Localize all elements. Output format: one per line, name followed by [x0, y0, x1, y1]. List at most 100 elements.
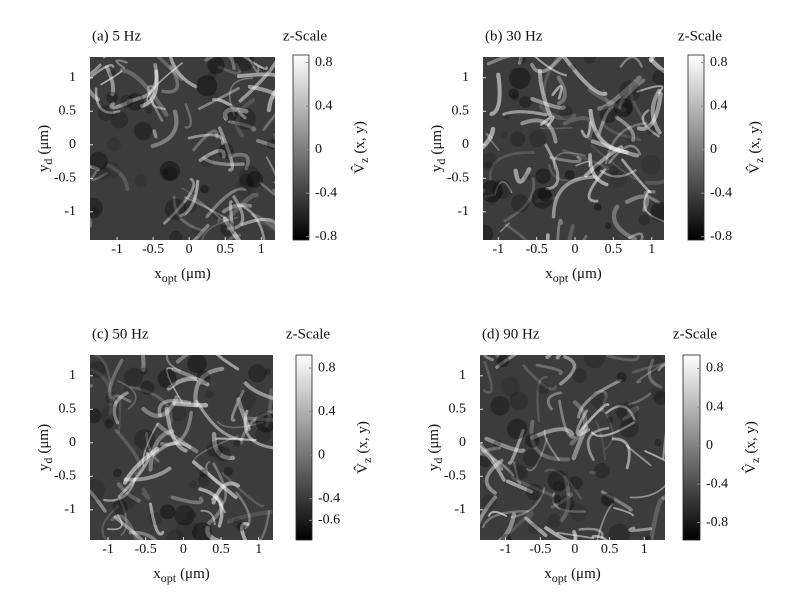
texture-blob [90, 151, 108, 171]
y-axis-label: yd (μm) [36, 424, 54, 471]
texture-blob [506, 418, 528, 440]
texture-streak [626, 445, 652, 467]
texture-streak [92, 355, 112, 385]
texture-blob [621, 102, 633, 114]
panel-title: (d) 90 Hz [482, 326, 540, 342]
texture-streak [480, 441, 504, 471]
colorbar-title: z-Scale [283, 28, 327, 44]
texture-streak [621, 405, 640, 422]
texture-streak [212, 97, 247, 120]
y-tick-label: -1 [64, 204, 76, 219]
texture-blob [117, 490, 137, 510]
x-tick-label: 0 [571, 542, 578, 557]
texture-streak [487, 510, 508, 518]
x-tick-label: 1 [258, 242, 265, 257]
texture-blob [481, 494, 497, 510]
x-tick-label: -0.5 [526, 242, 548, 257]
texture-streak [90, 63, 102, 76]
texture-streak [266, 88, 275, 113]
texture-streak [217, 62, 241, 75]
texture-streak [90, 168, 109, 181]
texture-blob [601, 493, 615, 507]
colorbar-tick-label: -0.4 [706, 476, 728, 491]
texture-streak [148, 429, 175, 472]
x-label-symbol: x [153, 566, 161, 582]
texture-streak [191, 460, 238, 500]
texture-blob [266, 139, 275, 150]
texture-streak [161, 65, 180, 94]
y-tick-label: 0 [69, 137, 76, 152]
colorbar-label-symbol: V̂ [743, 463, 760, 474]
texture-blob [255, 427, 271, 443]
texture-streak [240, 217, 275, 227]
y-axis-label: yd (μm) [36, 125, 54, 172]
texture-streak [157, 399, 192, 418]
y-label-symbol: y [426, 463, 442, 471]
texture-streak [94, 87, 121, 114]
y-axis-label: yd (μm) [429, 125, 447, 172]
texture-streak [510, 474, 556, 498]
y-tick-label: 1 [462, 70, 469, 85]
texture-blob [614, 98, 633, 118]
panel: -1 -0.5 0 0.5 1 1 0.5 0 -0.5 -1 (c) 50 Hz z-Scale xo… [36, 326, 373, 584]
texture-streak [238, 60, 275, 103]
texture-streak [628, 81, 649, 128]
texture-streak [505, 479, 534, 494]
texture-streak [168, 57, 198, 89]
texture-streak [221, 472, 265, 508]
texture-blob [616, 372, 627, 383]
texture-streak [661, 494, 665, 500]
texture-streak [512, 461, 522, 485]
y-tick-label: -1 [64, 502, 76, 517]
texture-streak [480, 444, 506, 482]
colorbar-label-rest: (x, y) [352, 121, 368, 154]
colorbar-tick-label: -0.8 [315, 229, 337, 244]
texture-blob [233, 439, 241, 447]
texture-blob [106, 91, 119, 104]
texture-streak [272, 133, 275, 140]
texture-blob [218, 143, 234, 160]
texture-blob [547, 513, 562, 528]
texture-blob [188, 480, 197, 489]
texture-blob [513, 465, 529, 481]
texture-streak [112, 391, 129, 425]
x-tick-label: 0 [180, 542, 187, 557]
texture-blob [238, 165, 261, 188]
panel: -1 -0.5 0 0.5 1 1 0.5 0 -0.5 -1 (d) 90 Hz z-Scale xo… [426, 326, 761, 584]
texture-blob [492, 179, 512, 199]
texture-blob [238, 173, 254, 189]
texture-streak [618, 78, 646, 110]
texture-streak [649, 496, 665, 540]
texture-blob [236, 390, 256, 410]
texture-streak [636, 85, 664, 94]
texture-streak [221, 203, 253, 214]
texture-blob [140, 380, 155, 395]
texture-blob [493, 439, 502, 448]
texture-streak [604, 122, 647, 165]
colorbar-title: z-Scale [286, 326, 330, 342]
texture-streak [628, 392, 652, 406]
texture-streak [535, 363, 563, 376]
image-background [90, 355, 273, 540]
texture-streak [602, 117, 642, 142]
x-tick-label: 1 [648, 242, 655, 257]
texture-blob [511, 194, 530, 213]
texture-blob [169, 230, 183, 240]
texture-streak [611, 437, 631, 470]
texture-blob [248, 364, 267, 383]
texture-blob [169, 404, 187, 422]
texture-streak [629, 484, 665, 499]
colorbar-label: V̂z (x, y) [747, 121, 766, 174]
texture-streak [599, 169, 637, 178]
texture-streak [619, 57, 643, 68]
y-tick-label: -1 [457, 204, 469, 219]
texture-streak [614, 115, 636, 142]
texture-blob [650, 385, 665, 401]
texture-blob [653, 390, 665, 405]
texture-streak [114, 429, 142, 476]
texture-streak [243, 409, 273, 450]
texture-streak [571, 424, 589, 461]
x-tick-label: -0.5 [135, 542, 157, 557]
texture-streak [544, 468, 582, 500]
